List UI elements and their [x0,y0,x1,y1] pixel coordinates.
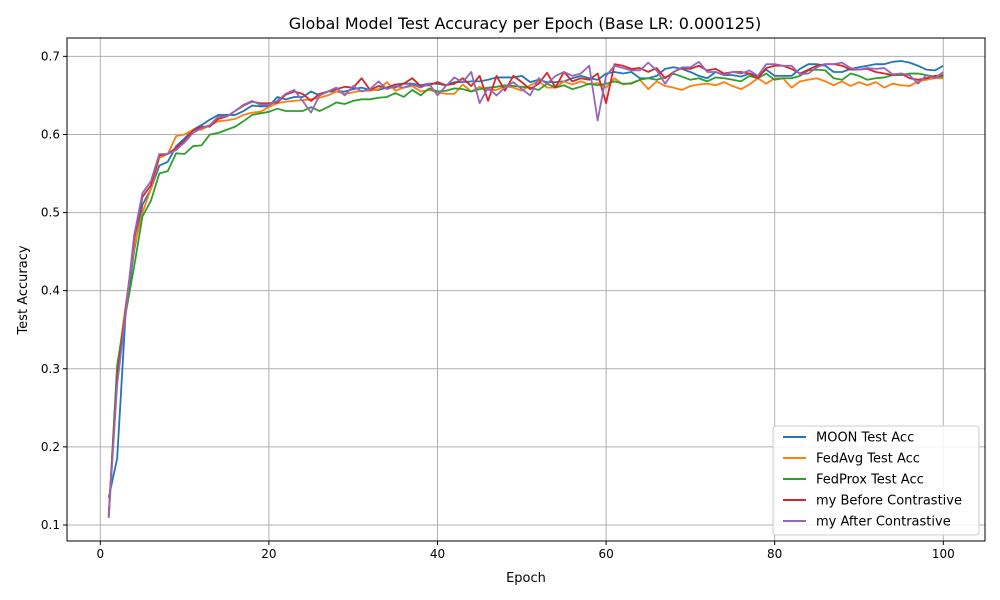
x-tick-label: 0 [96,547,104,561]
y-tick-label: 0.5 [41,206,60,220]
y-axis-label: Test Accuracy [16,245,31,335]
legend-box [772,425,980,536]
x-tick-label: 60 [598,547,613,561]
x-tick-label: 20 [261,547,276,561]
axes-frame [66,37,986,542]
y-tick-label: 0.6 [41,127,60,141]
legend: MOON Test Acc FedAvg Test Acc FedProx Test… [772,425,980,536]
y-tick-label: 0.1 [41,518,60,532]
legend-label-my-after-contrastive: my After Contrastive [816,515,951,530]
legend-label-my-before-contrastive: my Before Contrastive [816,494,962,509]
x-tick-label: 40 [430,547,445,561]
y-tick-label: 0.4 [41,284,60,298]
series-lines [107,60,944,519]
series-line-my-after-contrastive [107,60,944,519]
y-tick-label: 0.2 [41,440,60,454]
chart-title: Global Model Test Accuracy per Epoch (Ba… [289,14,762,33]
series-line-moon-test-acc [107,60,944,498]
legend-label-moon-test-acc: MOON Test Acc [816,431,914,446]
x-tick-label: 100 [932,547,955,561]
y-tick-label: 0.7 [41,49,60,63]
x-tick-label: 80 [767,547,782,561]
legend-label-fedavg-test-acc: FedAvg Test Acc [816,452,920,467]
legend-label-fedprox-test-acc: FedProx Test Acc [816,473,924,488]
y-axis-ticks: 0.1 0.2 0.3 0.4 0.5 0.6 0.7 [41,49,67,532]
plot-area: 0 20 40 60 80 100 0.1 0.2 0.3 0.4 0.5 0.6 0.7 [41,37,986,561]
y-tick-label: 0.3 [41,362,60,376]
x-axis-ticks: 0 20 40 60 80 100 [96,541,955,561]
x-axis-label: Epoch [506,571,546,586]
legend-items: MOON Test Acc FedAvg Test Acc FedProx Test… [783,431,962,530]
